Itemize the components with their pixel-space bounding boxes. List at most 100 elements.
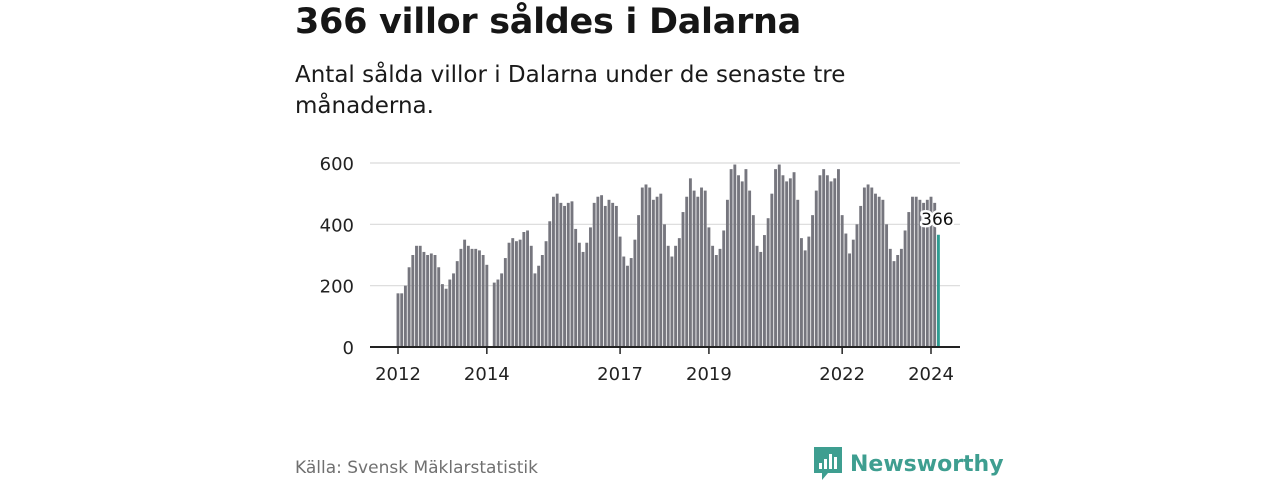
bar (452, 273, 455, 347)
bar (807, 236, 811, 347)
x-tick-label: 2022 (819, 364, 865, 385)
bar (492, 282, 496, 347)
y-tick-label: 400 (320, 215, 354, 236)
x-tick-label: 2019 (686, 364, 732, 385)
bar (663, 224, 666, 347)
bar (418, 245, 422, 347)
bar (711, 245, 715, 347)
bar (537, 265, 541, 347)
bar (674, 245, 678, 347)
bar (637, 215, 641, 347)
bar (511, 238, 515, 347)
bar (903, 230, 907, 347)
bar (540, 255, 544, 347)
bar (611, 202, 615, 347)
newsworthy-logo[interactable]: Newsworthy (814, 447, 1004, 481)
bar (496, 279, 500, 347)
bar (622, 256, 626, 347)
bar (696, 196, 700, 347)
bar (670, 256, 674, 347)
bar (685, 196, 689, 347)
bar (792, 172, 796, 347)
bar (433, 255, 437, 347)
bar (703, 190, 707, 347)
bar (526, 230, 529, 347)
bar (744, 169, 748, 347)
bar (870, 187, 874, 347)
bar (718, 248, 722, 347)
bar (459, 248, 463, 347)
bar (581, 251, 585, 347)
bar (407, 267, 411, 347)
bar (563, 205, 567, 347)
bar (733, 164, 737, 347)
bar (918, 199, 922, 347)
bar (544, 241, 548, 347)
bar (692, 190, 696, 347)
bar (648, 187, 652, 347)
bar (455, 261, 459, 347)
bar (466, 245, 470, 347)
bar (396, 293, 400, 347)
bar (911, 196, 914, 347)
bar (766, 218, 770, 347)
bar (422, 251, 426, 347)
bar (859, 205, 863, 347)
bar (825, 175, 829, 347)
bar (929, 196, 933, 347)
bar (566, 202, 570, 347)
bar (681, 212, 685, 347)
bar (714, 255, 718, 347)
bar (707, 227, 711, 347)
bar (855, 224, 859, 347)
bar (429, 253, 433, 347)
bar (862, 187, 866, 347)
bar-latest (936, 234, 940, 347)
bar (507, 242, 511, 347)
bar (811, 215, 814, 347)
bar (822, 169, 826, 347)
bar (552, 196, 555, 347)
bar (755, 245, 759, 347)
bar (751, 215, 755, 347)
x-tick-label: 2017 (597, 364, 643, 385)
bar (925, 199, 929, 347)
bar (411, 255, 415, 347)
newsworthy-chart-icon (814, 447, 842, 480)
bar (914, 196, 918, 347)
bar (629, 258, 633, 347)
bar (851, 239, 855, 347)
bar (570, 201, 574, 347)
bar (748, 190, 752, 347)
bar (737, 175, 740, 347)
bar (400, 293, 404, 347)
bar (577, 242, 581, 347)
bar (888, 248, 892, 347)
bar (800, 238, 803, 347)
bar (896, 255, 900, 347)
bar (522, 232, 526, 347)
bar (644, 184, 648, 347)
bar (722, 230, 726, 347)
bar (607, 199, 611, 347)
bar (688, 178, 692, 347)
chart-subtitle: Antal sålda villor i Dalarna under de se… (295, 62, 846, 119)
bar (877, 196, 881, 347)
bar (574, 228, 578, 347)
brand-name: Newsworthy (850, 451, 1004, 477)
bar (907, 212, 911, 347)
bar (774, 169, 777, 347)
bar (655, 196, 659, 347)
bar (555, 193, 559, 347)
bar (589, 227, 592, 347)
bar (503, 258, 507, 347)
bar (881, 199, 885, 347)
bar (618, 236, 622, 347)
bar (892, 261, 896, 347)
bar (659, 193, 663, 347)
bar (426, 255, 430, 347)
bar (899, 248, 903, 347)
x-tick-label: 2024 (908, 364, 954, 385)
source-note: Källa: Svensk Mäklarstatistik (295, 458, 538, 478)
